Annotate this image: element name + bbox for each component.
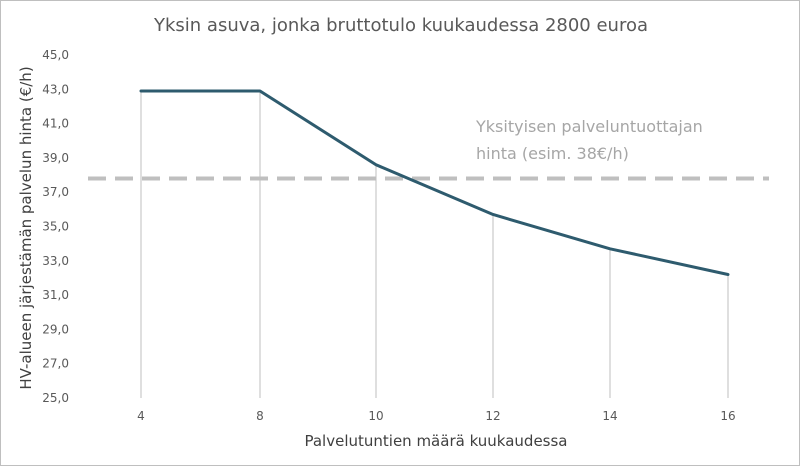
x-tick-labels: 4 8 10 12 14 16 [137,409,735,423]
y-tick-label: 43,0 [42,82,69,96]
y-tick-label: 33,0 [42,254,69,268]
x-tick-label: 10 [368,409,383,423]
y-tick-label: 37,0 [42,185,69,199]
y-tick-label: 25,0 [42,391,69,405]
y-tick-label: 29,0 [42,322,69,336]
x-tick-label: 14 [602,409,617,423]
x-tick-label: 16 [720,409,735,423]
x-axis-title: Palvelutuntien määrä kuukaudessa [304,432,567,450]
drop-lines [141,91,728,398]
y-axis-title: HV-alueen järjestämän palvelun hinta (€/… [17,66,35,389]
y-tick-label: 35,0 [42,220,69,234]
annotation-line-1: Yksityisen palveluntuottajan [475,117,703,136]
y-tick-label: 31,0 [42,288,69,302]
y-tick-label: 41,0 [42,117,69,131]
y-tick-label: 39,0 [42,151,69,165]
x-tick-label: 4 [137,409,145,423]
chart-title: Yksin asuva, jonka bruttotulo kuukaudess… [153,15,648,36]
y-tick-labels: 25,0 27,0 29,0 31,0 33,0 35,0 37,0 39,0 41,0 43,0… [42,48,69,405]
x-tick-label: 8 [256,409,264,423]
y-tick-label: 45,0 [42,48,69,62]
y-tick-label: 27,0 [42,357,69,371]
x-tick-label: 12 [485,409,500,423]
annotation-line-2: hinta (esim. 38€/h) [476,144,629,163]
